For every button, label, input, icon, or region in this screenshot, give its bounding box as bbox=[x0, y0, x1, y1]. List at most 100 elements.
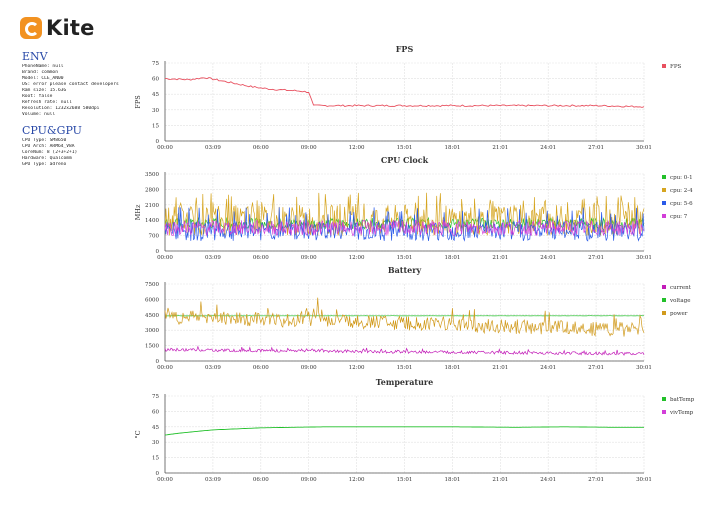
chart-fps: FPS 0 15 30 45 60 75 00:00 03:09 06:00 09:00 12:00 1… bbox=[134, 44, 682, 151]
legend-label: batTemp bbox=[670, 397, 695, 403]
y-tick-label: 2800 bbox=[145, 187, 159, 193]
cpugpu-panel: CPU&GPU CPU Type: SM8650 CPU Arch: ARM64_… bbox=[22, 124, 147, 168]
env-line: PhoneName: null bbox=[22, 64, 64, 69]
cpugpu-line: GPU Type: adreno bbox=[22, 162, 67, 167]
x-tick-label: 03:09 bbox=[205, 365, 221, 371]
series-line bbox=[165, 77, 645, 108]
x-tick-label: 27:01 bbox=[588, 255, 604, 261]
x-tick-label: 09:00 bbox=[301, 365, 317, 371]
x-tick-label: 27:01 bbox=[588, 365, 604, 371]
x-tick-label: 03:09 bbox=[205, 477, 221, 483]
x-tick-label: 30:01 bbox=[636, 145, 652, 151]
y-tick-label: 3500 bbox=[145, 172, 159, 178]
legend-swatch bbox=[662, 64, 666, 68]
kite-logo: Kite bbox=[20, 16, 95, 40]
series-line bbox=[164, 426, 644, 436]
legend-label: FPS bbox=[670, 64, 682, 70]
x-tick-label: 18:01 bbox=[444, 255, 460, 261]
y-tick-label: 0 bbox=[156, 471, 160, 477]
y-axis-label: FPS bbox=[134, 95, 142, 108]
y-tick-label: 6000 bbox=[145, 297, 159, 303]
legend-label: voltage bbox=[669, 298, 690, 304]
y-tick-label: 15 bbox=[152, 456, 159, 462]
env-line: OS: error please contact developers bbox=[22, 82, 119, 87]
x-tick-label: 09:00 bbox=[301, 145, 317, 151]
legend-swatch bbox=[662, 214, 666, 218]
kite-logo-icon bbox=[20, 17, 42, 39]
y-tick-label: 0 bbox=[156, 249, 160, 255]
x-tick-label: 24:01 bbox=[540, 365, 556, 371]
legend-swatch bbox=[662, 201, 666, 205]
x-tick-label: 00:00 bbox=[157, 145, 173, 151]
y-tick-label: 2100 bbox=[145, 203, 159, 209]
x-tick-label: 24:01 bbox=[540, 477, 556, 483]
legend-label: power bbox=[670, 311, 688, 317]
legend-label: current bbox=[670, 285, 692, 291]
chart-cpu-clock: CPU Clock 0 700 1400 2100 2800 3500 00:00 03:09 0… bbox=[134, 155, 693, 261]
x-tick-label: 12:00 bbox=[349, 365, 365, 371]
legend-label: vivTemp bbox=[669, 410, 694, 416]
legend-label: cpu: 0-1 bbox=[670, 175, 693, 181]
y-tick-label: 0 bbox=[156, 359, 160, 365]
legend-swatch bbox=[662, 397, 666, 401]
chart-temperature: Temperature 0 15 30 45 60 75 00:00 03:09 06:00 09:… bbox=[134, 377, 695, 483]
x-tick-label: 03:09 bbox=[205, 255, 221, 261]
x-tick-label: 21:01 bbox=[492, 255, 508, 261]
x-tick-label: 09:00 bbox=[301, 477, 317, 483]
chart-battery: Battery 0 1500 3000 4500 6000 7500 00:00 03:09 06… bbox=[145, 265, 692, 371]
y-axis-label: MHz bbox=[134, 204, 142, 220]
x-tick-label: 00:00 bbox=[157, 365, 173, 371]
x-tick-label: 21:01 bbox=[492, 365, 508, 371]
x-tick-label: 00:00 bbox=[157, 255, 173, 261]
y-tick-label: 60 bbox=[152, 77, 159, 83]
x-tick-label: 24:01 bbox=[540, 145, 556, 151]
x-tick-label: 30:01 bbox=[636, 365, 652, 371]
x-tick-label: 06:00 bbox=[253, 255, 269, 261]
y-tick-label: 1500 bbox=[145, 344, 159, 350]
legend-swatch bbox=[662, 175, 666, 179]
cpugpu-line: CoreNum: 8 (2+3+2+1) bbox=[22, 150, 78, 155]
series-line bbox=[164, 297, 645, 337]
x-tick-label: 06:00 bbox=[253, 365, 269, 371]
y-tick-label: 15 bbox=[152, 123, 159, 129]
env-line: Root: false bbox=[22, 94, 53, 99]
series-line bbox=[164, 219, 645, 237]
y-tick-label: 0 bbox=[156, 139, 160, 145]
cpugpu-line: Hardware: Qualcomm bbox=[22, 156, 72, 161]
env-line: Ram size: 15.63G bbox=[22, 88, 67, 93]
x-tick-label: 09:00 bbox=[301, 255, 317, 261]
env-line: Resolution: 1232x2688 580dpi bbox=[22, 106, 100, 111]
x-tick-label: 12:00 bbox=[349, 145, 365, 151]
env-line: Volume: null bbox=[22, 112, 56, 117]
x-tick-label: 24:01 bbox=[540, 255, 556, 261]
x-tick-label: 15:01 bbox=[397, 365, 413, 371]
chart-title: FPS bbox=[396, 44, 414, 54]
legend-swatch bbox=[662, 410, 666, 414]
x-tick-label: 18:01 bbox=[444, 145, 460, 151]
legend-swatch bbox=[662, 311, 666, 315]
x-tick-label: 18:01 bbox=[444, 477, 460, 483]
legend-swatch bbox=[662, 285, 666, 289]
legend-label: cpu: 5-6 bbox=[670, 201, 693, 207]
x-tick-label: 12:00 bbox=[349, 255, 365, 261]
series-line bbox=[164, 345, 645, 356]
y-tick-label: 30 bbox=[152, 440, 159, 446]
legend-label: cpu: 2-4 bbox=[670, 188, 693, 194]
x-tick-label: 27:01 bbox=[588, 145, 604, 151]
cpugpu-line: CPU Arch: ARM64_V8A bbox=[22, 144, 75, 149]
x-tick-label: 27:01 bbox=[588, 477, 604, 483]
chart-title: Temperature bbox=[376, 377, 434, 387]
x-tick-label: 30:01 bbox=[636, 477, 652, 483]
env-panel: ENV PhoneName: null Brand: common Model: C… bbox=[22, 50, 147, 118]
env-line: Brand: common bbox=[22, 70, 58, 75]
env-line: Model: CLE_AN00 bbox=[22, 76, 64, 81]
y-axis-label: °C bbox=[134, 430, 142, 438]
x-tick-label: 30:01 bbox=[636, 255, 652, 261]
x-tick-label: 06:00 bbox=[253, 477, 269, 483]
x-tick-label: 06:00 bbox=[253, 145, 269, 151]
y-tick-label: 3000 bbox=[145, 328, 159, 334]
y-tick-label: 75 bbox=[152, 61, 159, 67]
legend-label: cpu: 7 bbox=[670, 214, 688, 220]
y-tick-label: 700 bbox=[149, 234, 160, 240]
env-line: Refresh rate: null bbox=[22, 100, 72, 105]
